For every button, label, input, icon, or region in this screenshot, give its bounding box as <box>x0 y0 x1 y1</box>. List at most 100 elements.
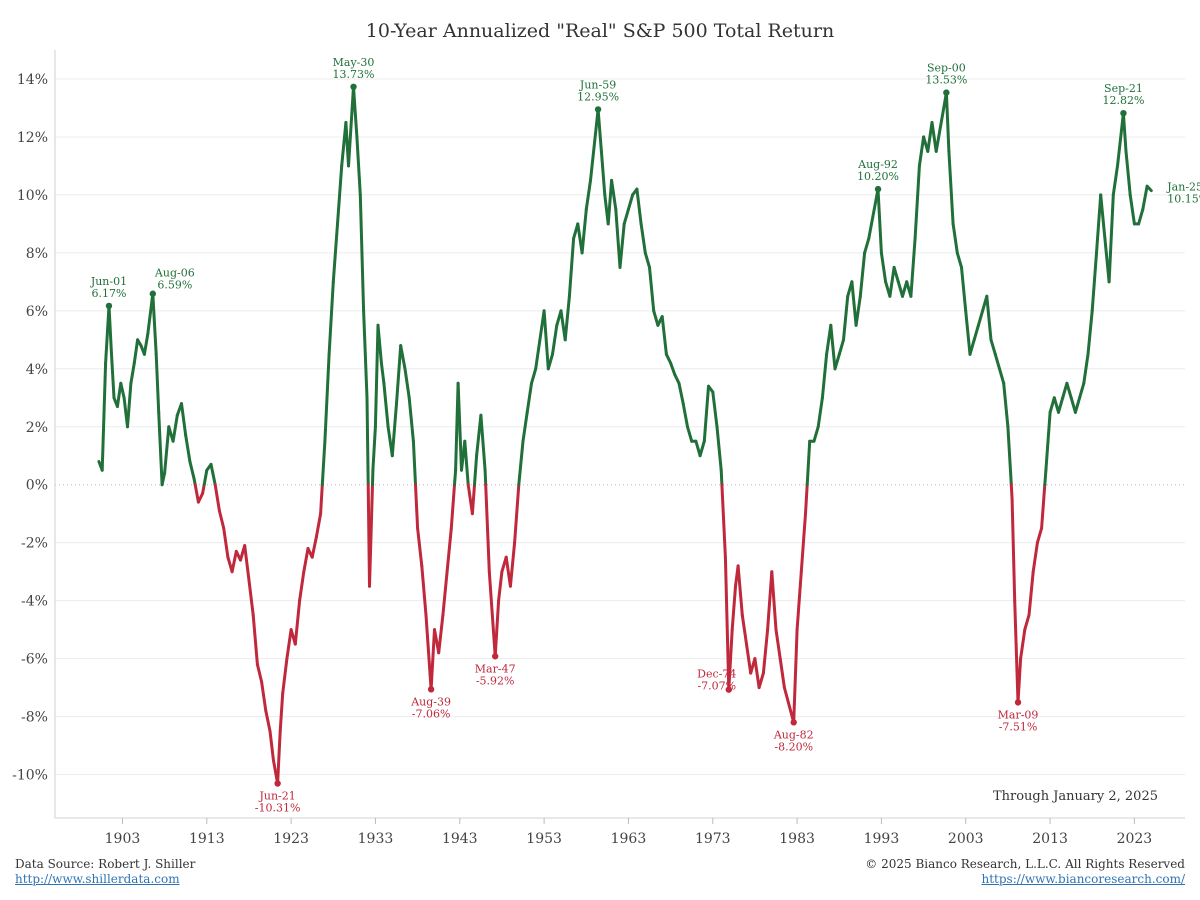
annotation-date: Aug-92 <box>857 158 898 171</box>
extreme-point-marker <box>350 83 357 91</box>
annotation-date: Mar-09 <box>998 708 1039 721</box>
series-line-segment <box>711 390 719 429</box>
series-line-segment <box>1016 657 1023 704</box>
series-line-segment <box>719 468 724 487</box>
series-line-segment <box>1009 483 1014 501</box>
annotation-value: 12.82% <box>1102 94 1144 107</box>
series-line-segment <box>854 294 862 327</box>
series-line-segment <box>470 483 476 516</box>
annotation-value: -5.92% <box>476 674 515 687</box>
copyright-block: © 2025 Bianco Research, L.L.C. All Right… <box>865 857 1185 887</box>
through-date-note: Through January 2, 2025 <box>993 789 1158 804</box>
series-line-segment <box>816 396 824 429</box>
annotation-value: -7.51% <box>999 720 1038 733</box>
annotation-date: Jun-21 <box>258 790 295 803</box>
series-line-segment <box>998 367 1006 385</box>
series-line-segment <box>163 425 171 475</box>
series-line-segment <box>453 468 458 487</box>
series-line-segment <box>876 187 883 255</box>
series-line-segment <box>110 352 116 400</box>
annotation-value: 10.20% <box>857 170 899 183</box>
series-line-segment <box>812 425 820 443</box>
x-tick-label: 1913 <box>189 831 225 847</box>
series-line-segment <box>702 384 710 443</box>
annotation-value: -10.31% <box>255 802 301 815</box>
series-line-segment <box>879 251 888 284</box>
series-line-segment <box>761 628 770 675</box>
series-line-segment <box>626 193 635 211</box>
site-link[interactable]: https://www.biancoresearch.com/ <box>981 872 1185 886</box>
series-line-segment <box>1128 193 1136 226</box>
series-line-segment <box>437 613 445 655</box>
series-line-segment <box>867 187 880 240</box>
series-line-segment <box>493 599 501 658</box>
extreme-point-marker <box>874 185 882 193</box>
series-line-segment <box>1044 410 1052 472</box>
y-tick-label: 4% <box>26 362 48 378</box>
series-line-segment <box>546 352 554 371</box>
series-line-segment <box>648 265 656 313</box>
x-tick-label: 1903 <box>105 831 141 847</box>
source-link[interactable]: http://www.shillerdata.com <box>15 872 180 886</box>
annotation-value: -7.06% <box>412 707 451 720</box>
extreme-point-marker <box>105 302 113 310</box>
series-line-segment <box>913 164 921 240</box>
series-line-segment <box>989 338 997 356</box>
x-tick-label: 1993 <box>864 831 900 847</box>
extreme-point-marker <box>943 89 950 96</box>
chart: 10-Year Annualized "Real" S&P 500 Total … <box>12 20 1200 847</box>
series-line-segment <box>1043 468 1048 487</box>
series-line-segment <box>213 483 221 513</box>
series-line-segment <box>698 439 706 458</box>
x-tick-label: 1943 <box>442 831 478 847</box>
series-line-segment <box>542 309 550 371</box>
series-line-segment <box>376 323 383 365</box>
series-line-segment <box>580 207 588 255</box>
series-line-segment <box>792 628 799 724</box>
series-line-segment <box>993 352 1001 371</box>
series-line-segment <box>652 309 660 327</box>
series-line-segment <box>960 265 968 313</box>
annotation-date: Aug-82 <box>773 728 814 741</box>
series-line-segment <box>863 236 871 255</box>
series-line-segment <box>358 193 366 313</box>
series-line-segment <box>1031 541 1039 574</box>
series-line-segment <box>930 121 938 153</box>
y-tick-label: 10% <box>17 188 48 204</box>
series-line-segment <box>217 509 226 530</box>
series-line-segment <box>319 483 324 516</box>
series-line-segment <box>373 323 380 429</box>
series-line-segment <box>944 91 951 153</box>
series-line-segment <box>1099 193 1107 240</box>
series-line-segment <box>347 85 355 168</box>
series-line-segment <box>429 628 436 691</box>
series-line-segment <box>323 352 331 443</box>
series-line-segment <box>508 541 517 588</box>
series-line-segment <box>1040 483 1047 530</box>
extreme-point-marker <box>1014 699 1022 706</box>
y-axis: 14% 12% 10% 8% 6% 4% 2% 0% -2% -4% -6% -8% -10% <box>12 50 56 818</box>
series-line-segment <box>778 657 786 690</box>
series-line-segment <box>521 410 529 443</box>
series-line-segment <box>740 613 748 646</box>
series-line-segment <box>673 373 681 385</box>
series-line-segment <box>119 381 126 400</box>
series-line-segment <box>525 381 533 414</box>
x-tick-label: 2003 <box>948 831 984 847</box>
series-line-segment <box>390 402 398 458</box>
series-line-segment <box>842 294 850 342</box>
gridlines <box>55 78 1185 776</box>
series-line-segment <box>1095 193 1103 255</box>
series-line-segment <box>804 483 809 516</box>
series-line-segment <box>314 512 323 539</box>
series-line-segment <box>976 309 985 327</box>
series-line-segment <box>745 642 753 675</box>
series-line-segment <box>382 381 390 429</box>
data-source: Data Source: Robert J. Shiller http://ww… <box>15 857 195 887</box>
series-line-segment <box>483 468 488 487</box>
series-line-segment <box>795 570 803 632</box>
x-tick-label: 1973 <box>695 831 731 847</box>
series-line-segment <box>782 686 796 724</box>
series-line-segment <box>260 680 268 713</box>
series-line-segment <box>151 292 158 356</box>
